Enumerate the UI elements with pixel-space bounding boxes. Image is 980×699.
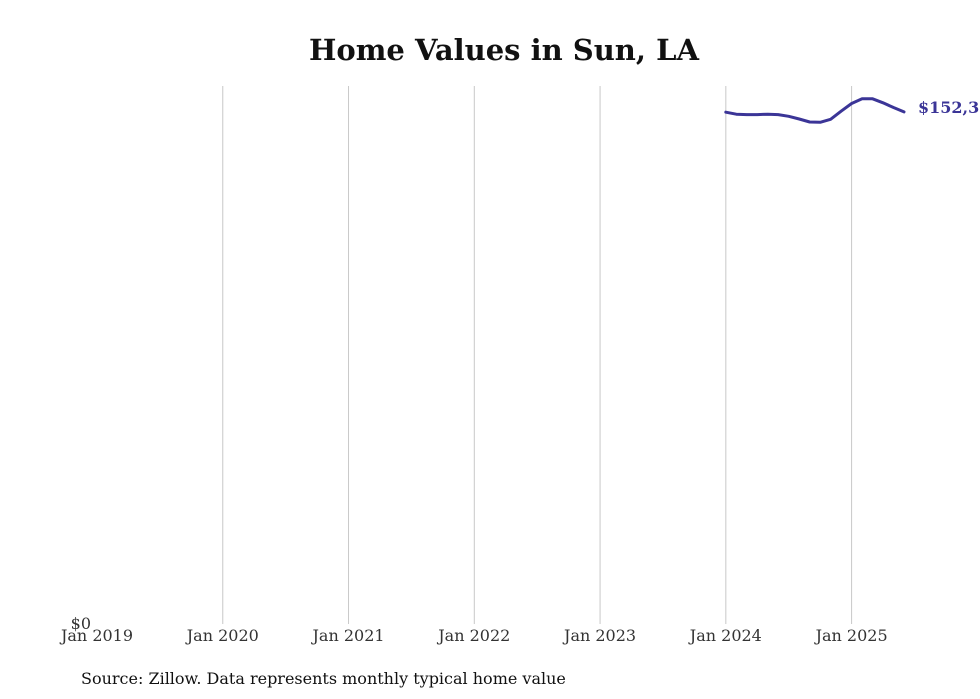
data-point bbox=[798, 117, 801, 120]
data-point bbox=[840, 110, 843, 113]
data-point bbox=[819, 121, 822, 124]
x-tick-label: Jan 2023 bbox=[562, 626, 636, 645]
data-point bbox=[903, 110, 906, 113]
data-point bbox=[787, 115, 790, 118]
data-point bbox=[882, 101, 885, 104]
chart-title: Home Values in Sun, LA bbox=[309, 33, 699, 67]
y-tick-label: $0 bbox=[71, 614, 91, 633]
data-point bbox=[850, 102, 853, 105]
series-layer bbox=[724, 97, 906, 124]
x-tick-label: Jan 2024 bbox=[688, 626, 762, 645]
x-tick-label: Jan 2025 bbox=[814, 626, 888, 645]
x-axis-ticks: Jan 2019 Jan 2020 Jan 2021 Jan 2022 Jan 2023… bbox=[59, 626, 888, 645]
source-note: Source: Zillow. Data represents monthly … bbox=[81, 669, 566, 688]
data-point bbox=[808, 120, 811, 123]
end-value-label: $152,300 bbox=[918, 98, 980, 117]
data-point bbox=[745, 113, 748, 116]
data-point bbox=[724, 111, 727, 114]
x-tick-label: Jan 2020 bbox=[185, 626, 259, 645]
x-tick-label: Jan 2022 bbox=[436, 626, 510, 645]
series-line bbox=[724, 97, 906, 124]
data-point bbox=[777, 113, 780, 116]
data-point bbox=[735, 113, 738, 116]
data-point bbox=[892, 106, 895, 109]
data-point bbox=[756, 113, 759, 116]
x-tick-label: Jan 2019 bbox=[59, 626, 133, 645]
data-point bbox=[829, 118, 832, 121]
gridlines bbox=[222, 86, 853, 624]
data-point bbox=[861, 97, 864, 100]
data-point bbox=[766, 113, 769, 116]
data-point bbox=[871, 97, 874, 100]
x-tick-label: Jan 2021 bbox=[311, 626, 385, 645]
